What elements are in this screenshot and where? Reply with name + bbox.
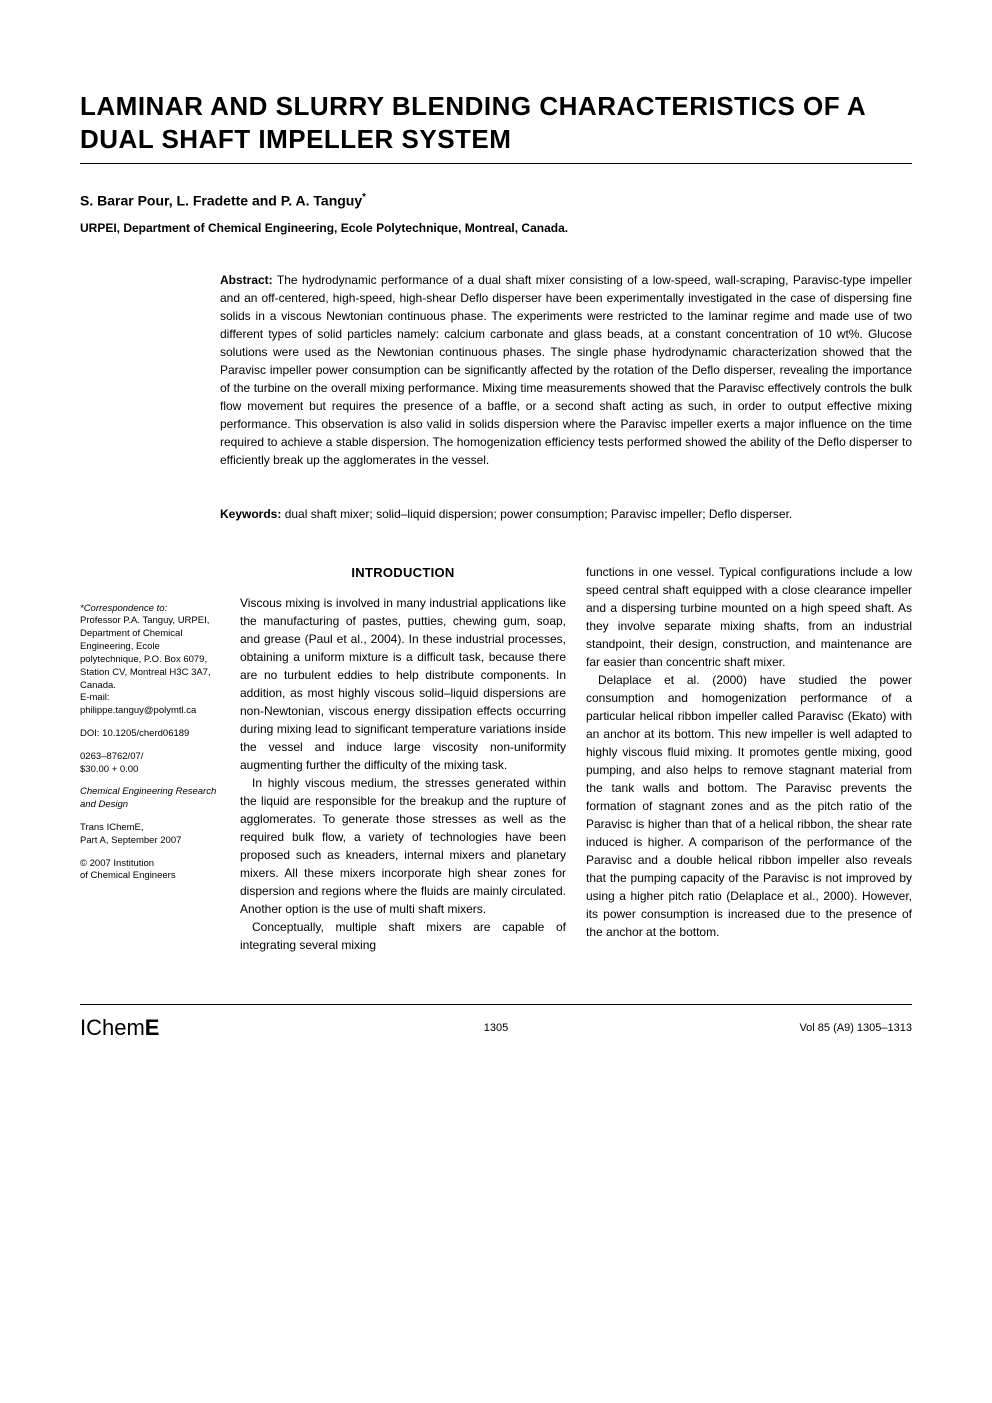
issn-line1: 0263–8762/07/	[80, 751, 143, 762]
keywords-block: Keywords: dual shaft mixer; solid–liquid…	[220, 505, 912, 523]
body-paragraph: Viscous mixing is involved in many indus…	[240, 594, 566, 774]
correspondence-block: *Correspondence to: Professor P.A. Tangu…	[80, 603, 220, 718]
affiliation: URPEI, Department of Chemical Engineerin…	[80, 221, 912, 235]
keywords-label: Keywords:	[220, 507, 281, 521]
body-paragraph: In highly viscous medium, the stresses g…	[240, 774, 566, 918]
abstract-block: Abstract: The hydrodynamic performance o…	[220, 271, 912, 469]
copyright-block: © 2007 Institution of Chemical Engineers	[80, 858, 220, 884]
keywords-text: dual shaft mixer; solid–liquid dispersio…	[281, 507, 792, 521]
abstract-text: The hydrodynamic performance of a dual s…	[220, 273, 912, 467]
publisher-logo: IChemE	[80, 1015, 159, 1041]
trans-line2: Part A, September 2007	[80, 835, 181, 846]
volume-info: Vol 85 (A9) 1305–1313	[799, 1022, 912, 1034]
sidebar: *Correspondence to: Professor P.A. Tangu…	[80, 563, 220, 955]
trans-block: Trans IChemE, Part A, September 2007	[80, 822, 220, 848]
doi: DOI: 10.1205/cherd06189	[80, 728, 220, 741]
correspondence-label: *Correspondence to:	[80, 603, 167, 614]
copyright-line1: © 2007 Institution	[80, 858, 154, 869]
issn-block: 0263–8762/07/ $30.00 + 0.00	[80, 751, 220, 777]
page-number: 1305	[484, 1022, 508, 1034]
body-paragraph: functions in one vessel. Typical configu…	[586, 563, 912, 671]
body-paragraph: Conceptually, multiple shaft mixers are …	[240, 918, 566, 954]
body-paragraph: Delaplace et al. (2000) have studied the…	[586, 671, 912, 941]
article-title: LAMINAR AND SLURRY BLENDING CHARACTERIST…	[80, 90, 912, 155]
copyright-line2: of Chemical Engineers	[80, 870, 176, 881]
authors-names: S. Barar Pour, L. Fradette and P. A. Tan…	[80, 193, 362, 209]
footer: IChemE 1305 Vol 85 (A9) 1305–1313	[80, 1011, 912, 1041]
footer-rule	[80, 1004, 912, 1005]
logo-prefix: IChem	[80, 1015, 145, 1040]
correspondence-body: Professor P.A. Tanguy, URPEI, Department…	[80, 615, 211, 690]
abstract-label: Abstract:	[220, 273, 273, 287]
authors-asterisk: *	[362, 192, 366, 203]
journal-name-block: Chemical Engineering Research and Design	[80, 786, 220, 812]
body-column-1: INTRODUCTION Viscous mixing is involved …	[240, 563, 566, 955]
journal-name: Chemical Engineering Research and Design	[80, 786, 216, 810]
title-rule	[80, 163, 912, 164]
body-column-2: functions in one vessel. Typical configu…	[586, 563, 912, 955]
issn-line2: $30.00 + 0.00	[80, 764, 138, 775]
section-heading-introduction: INTRODUCTION	[240, 563, 566, 583]
correspondence-email: E-mail: philippe.tanguy@polymtl.ca	[80, 692, 196, 716]
authors-line: S. Barar Pour, L. Fradette and P. A. Tan…	[80, 192, 912, 209]
logo-suffix: E	[145, 1015, 160, 1040]
main-content-grid: *Correspondence to: Professor P.A. Tangu…	[80, 563, 912, 955]
trans-line1: Trans IChemE,	[80, 822, 144, 833]
